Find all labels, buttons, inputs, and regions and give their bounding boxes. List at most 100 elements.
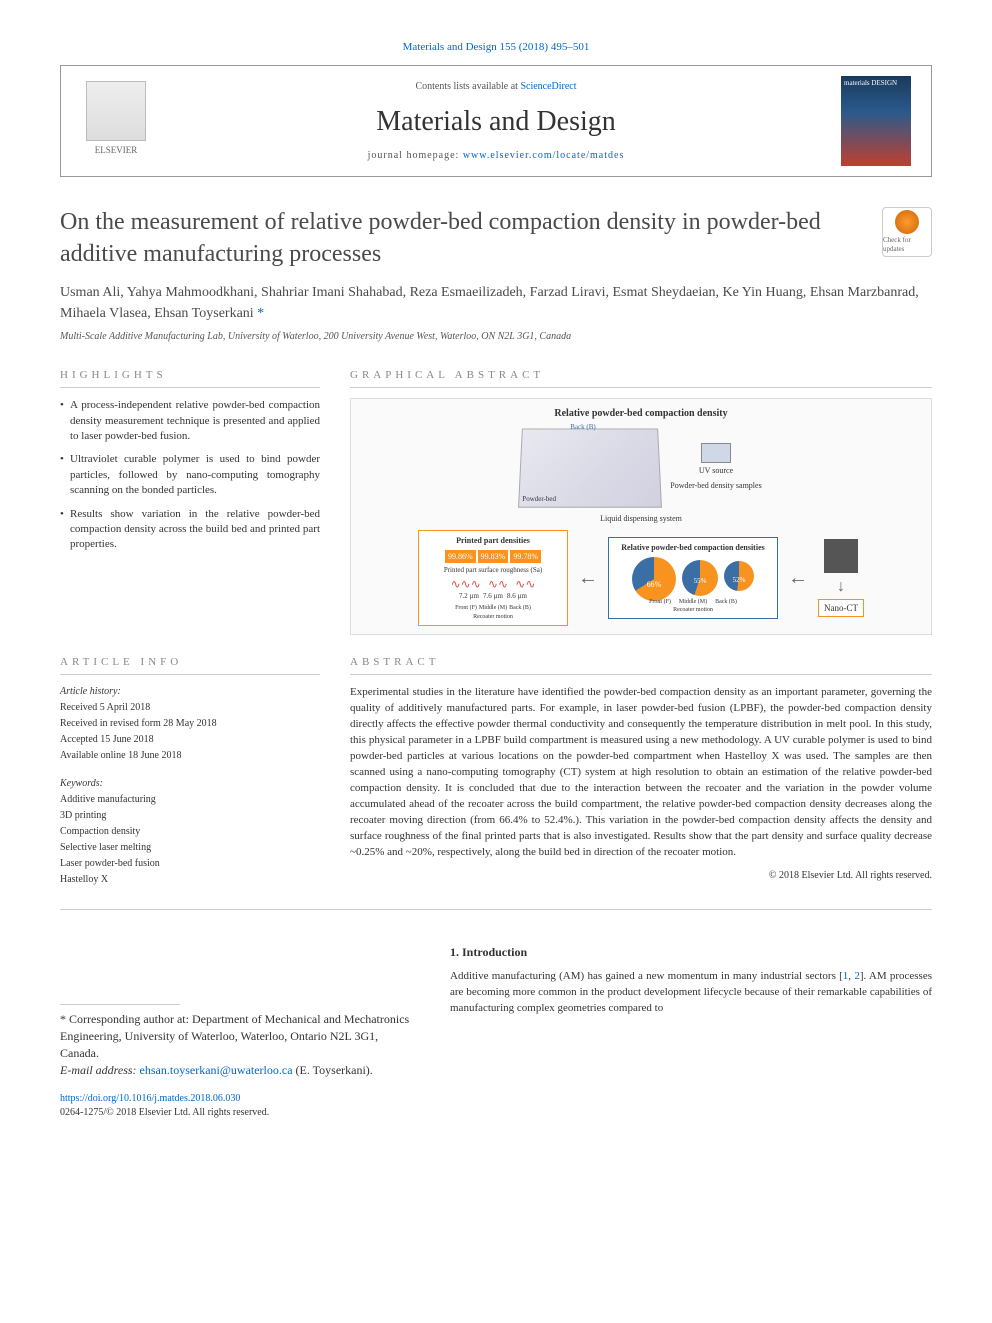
keyword-item: Selective laser melting bbox=[60, 841, 320, 855]
ga-printed-title: Printed part densities bbox=[425, 535, 561, 546]
journal-header: ELSEVIER Contents lists available at Sci… bbox=[60, 65, 932, 177]
ga-nanoct-block: ↓ Nano-CT bbox=[818, 539, 864, 617]
article-info-column: ARTICLE INFO Article history: Received 5… bbox=[60, 655, 320, 889]
highlights-list: A process-independent relative powder-be… bbox=[60, 398, 320, 553]
abstract-text: Experimental studies in the literature h… bbox=[350, 685, 932, 860]
arrow-left-icon: ← bbox=[578, 564, 598, 592]
keyword-item: Additive manufacturing bbox=[60, 793, 320, 807]
email-suffix: (E. Toyserkani). bbox=[293, 1063, 373, 1077]
divider bbox=[60, 1004, 180, 1005]
ga-pie-chart: 55% bbox=[682, 560, 718, 587]
crossmark-icon bbox=[895, 210, 919, 234]
contents-line: Contents lists available at ScienceDirec… bbox=[151, 80, 841, 94]
nanoct-icon bbox=[824, 539, 858, 573]
check-updates-button[interactable]: Check for updates bbox=[882, 207, 932, 257]
elsevier-tree-icon bbox=[86, 81, 146, 141]
ga-label-powderbed: Powder-bed bbox=[522, 495, 556, 505]
ga-label-back: Back (B) bbox=[570, 423, 595, 433]
publisher-name: ELSEVIER bbox=[95, 144, 138, 157]
ga-dispense-label: Liquid dispensing system bbox=[600, 513, 682, 524]
keyword-item: 3D printing bbox=[60, 809, 320, 823]
ga-footer-label: Middle (M) bbox=[479, 604, 507, 612]
highlight-item: A process-independent relative powder-be… bbox=[60, 398, 320, 444]
journal-name: Materials and Design bbox=[151, 102, 841, 141]
check-updates-label: Check for updates bbox=[883, 236, 931, 256]
ga-footer-label: Back (B) bbox=[509, 604, 531, 612]
abstract-copyright: © 2018 Elsevier Ltd. All rights reserved… bbox=[350, 869, 932, 883]
body-left-column: * Corresponding author at: Department of… bbox=[60, 924, 420, 1078]
highlights-graphical-row: HIGHLIGHTS A process-independent relativ… bbox=[60, 368, 932, 635]
ga-density-val: 99.86% bbox=[445, 550, 476, 563]
keyword-item: Compaction density bbox=[60, 825, 320, 839]
uv-source-icon bbox=[701, 443, 731, 463]
citation-link[interactable]: Materials and Design 155 (2018) 495–501 bbox=[403, 41, 590, 53]
graphical-abstract-column: GRAPHICAL ABSTRACT Relative powder-bed c… bbox=[350, 368, 932, 635]
keywords-label: Keywords: bbox=[60, 777, 320, 791]
graphical-abstract-heading: GRAPHICAL ABSTRACT bbox=[350, 368, 932, 388]
keyword-item: Hastelloy X bbox=[60, 873, 320, 887]
authors-list: Usman Ali, Yahya Mahmoodkhani, Shahriar … bbox=[60, 282, 932, 324]
ga-relative-box: Relative powder-bed compaction densities… bbox=[608, 537, 778, 620]
history-item: Available online 18 June 2018 bbox=[60, 749, 320, 763]
ga-title: Relative powder-bed compaction density bbox=[554, 407, 727, 421]
doi-footer: https://doi.org/10.1016/j.matdes.2018.06… bbox=[60, 1092, 932, 1120]
arrow-left-icon: ← bbox=[788, 564, 808, 592]
history-item: Received in revised form 28 May 2018 bbox=[60, 717, 320, 731]
author-names: Usman Ali, Yahya Mahmoodkhani, Shahriar … bbox=[60, 285, 919, 321]
info-abstract-row: ARTICLE INFO Article history: Received 5… bbox=[60, 655, 932, 889]
highlights-column: HIGHLIGHTS A process-independent relativ… bbox=[60, 368, 320, 635]
ga-pie-chart: 52% bbox=[724, 561, 754, 585]
ga-wave-icon: ∿∿∿ ∿∿ ∿∿ bbox=[425, 576, 561, 593]
email-label: E-mail address: bbox=[60, 1063, 140, 1077]
body-columns: * Corresponding author at: Department of… bbox=[60, 924, 932, 1078]
citation-line: Materials and Design 155 (2018) 495–501 bbox=[60, 40, 932, 55]
ga-relative-title: Relative powder-bed compaction densities bbox=[615, 542, 771, 553]
abstract-column: ABSTRACT Experimental studies in the lit… bbox=[350, 655, 932, 889]
highlight-item: Ultraviolet curable polymer is used to b… bbox=[60, 452, 320, 498]
introduction-section: 1. Introduction Additive manufacturing (… bbox=[450, 944, 932, 1017]
divider bbox=[60, 909, 932, 910]
history-item: Received 5 April 2018 bbox=[60, 701, 320, 715]
ga-footer-sub: Recoater motion bbox=[425, 613, 561, 621]
homepage-link[interactable]: www.elsevier.com/locate/matdes bbox=[463, 150, 625, 161]
ga-uv-label: UV source bbox=[670, 465, 761, 476]
ga-top-row: Back (B) Powder-bed UV source Powder-bed… bbox=[359, 427, 923, 507]
article-info-heading: ARTICLE INFO bbox=[60, 655, 320, 675]
affiliation: Multi-Scale Additive Manufacturing Lab, … bbox=[60, 330, 932, 344]
ga-density-val: 99.83% bbox=[478, 550, 509, 563]
ga-printed-box: Printed part densities 99.86% 99.83% 99.… bbox=[418, 530, 568, 626]
highlights-heading: HIGHLIGHTS bbox=[60, 368, 320, 388]
email-link[interactable]: ehsan.toyserkani@uwaterloo.ca bbox=[140, 1063, 293, 1077]
highlight-item: Results show variation in the relative p… bbox=[60, 507, 320, 553]
ga-pie-chart: 66% bbox=[632, 557, 676, 590]
corresponding-footnote: * Corresponding author at: Department of… bbox=[60, 1011, 420, 1078]
ga-3d-schematic: Back (B) Powder-bed bbox=[520, 427, 660, 507]
graphical-abstract-figure: Relative powder-bed compaction density B… bbox=[350, 398, 932, 635]
ga-footer-label: Front (F) bbox=[455, 604, 477, 612]
ga-nanoct-label: Nano-CT bbox=[818, 599, 864, 618]
keywords-block: Keywords: Additive manufacturing 3D prin… bbox=[60, 777, 320, 887]
ga-roughness-title: Printed part surface roughness (Sa) bbox=[425, 566, 561, 576]
history-item: Accepted 15 June 2018 bbox=[60, 733, 320, 747]
history-label: Article history: bbox=[60, 685, 320, 699]
article-history: Article history: Received 5 April 2018 R… bbox=[60, 685, 320, 763]
issn-copyright: 0264-1275/© 2018 Elsevier Ltd. All right… bbox=[60, 1107, 269, 1118]
ga-roughness-val: 7.2 µm bbox=[459, 592, 479, 602]
intro-heading: 1. Introduction bbox=[450, 944, 932, 961]
ga-footer-label: Back (B) bbox=[715, 598, 737, 606]
ga-samples-label: Powder-bed density samples bbox=[670, 480, 761, 491]
ga-footer-sub: Recoater motion bbox=[615, 606, 771, 614]
contents-prefix: Contents lists available at bbox=[415, 81, 520, 92]
ga-roughness-val: 8.6 µm bbox=[507, 592, 527, 602]
keyword-item: Laser powder-bed fusion bbox=[60, 857, 320, 871]
corr-author-text: * Corresponding author at: Department of… bbox=[60, 1011, 420, 1061]
header-center: Contents lists available at ScienceDirec… bbox=[151, 80, 841, 163]
ga-density-val: 99.78% bbox=[510, 550, 541, 563]
arrow-down-icon: ↓ bbox=[818, 576, 864, 598]
ga-bottom-row: Printed part densities 99.86% 99.83% 99.… bbox=[359, 530, 923, 626]
homepage-prefix: journal homepage: bbox=[368, 150, 463, 161]
abstract-heading: ABSTRACT bbox=[350, 655, 932, 675]
doi-link[interactable]: https://doi.org/10.1016/j.matdes.2018.06… bbox=[60, 1093, 240, 1104]
sciencedirect-link[interactable]: ScienceDirect bbox=[520, 81, 576, 92]
ga-footer-label: Middle (M) bbox=[679, 598, 707, 606]
